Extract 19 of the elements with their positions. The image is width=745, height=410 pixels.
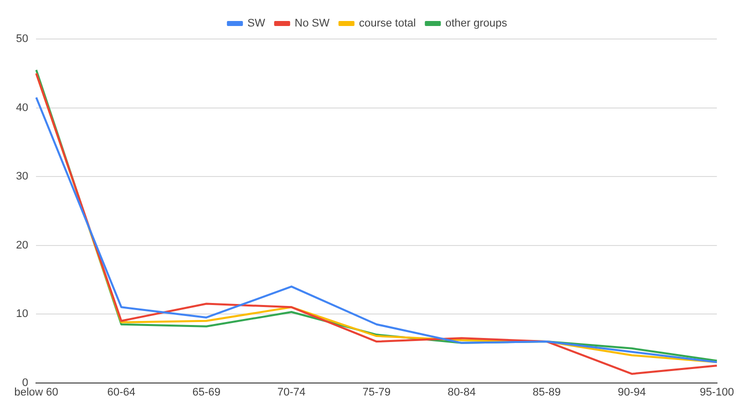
- x-tick-label: 65-69: [192, 386, 220, 398]
- y-tick-label: 30: [16, 170, 28, 183]
- x-tick-label: 70-74: [277, 386, 306, 398]
- legend-label: course total: [358, 18, 416, 30]
- y-tick-label: 20: [16, 239, 28, 252]
- x-tick-label: 80-84: [448, 386, 476, 398]
- x-tick-label: 60-64: [107, 386, 136, 398]
- y-tick-label: 50: [16, 33, 28, 46]
- legend-label: SW: [247, 18, 266, 30]
- legend-label: other groups: [445, 18, 508, 30]
- x-tick-label: 95-100: [700, 386, 734, 398]
- legend-label: No SW: [294, 18, 330, 30]
- y-tick-label: 40: [16, 102, 28, 114]
- x-tick-label: 75-79: [362, 386, 391, 398]
- x-tick-label: 85-89: [532, 386, 561, 398]
- y-tick-label: 0: [22, 376, 28, 389]
- x-tick-label: 90-94: [618, 386, 646, 398]
- y-tick-label: 10: [16, 308, 28, 320]
- x-tick-label: below 60: [14, 386, 58, 398]
